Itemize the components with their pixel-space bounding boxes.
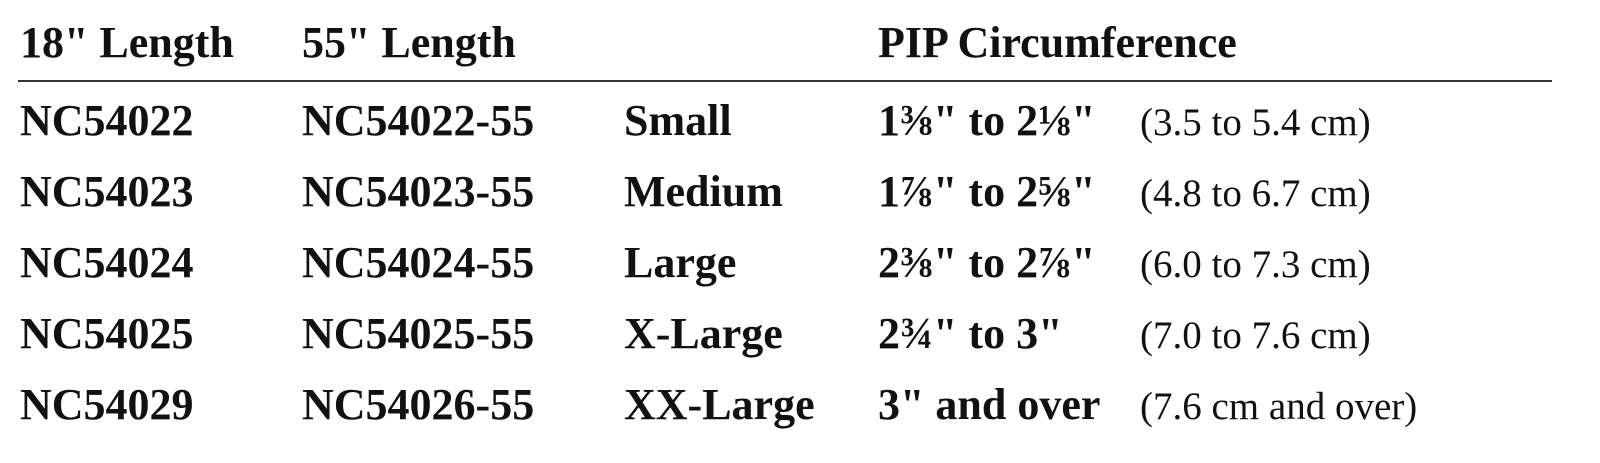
inch-range: 1⅞" to 2⅝" xyxy=(878,167,1096,216)
metric-range: (4.8 to 6.7 cm) xyxy=(1140,172,1371,215)
header-cell: 18" Length xyxy=(20,18,234,67)
table-cell: NC54023-55 xyxy=(302,167,535,216)
circumference-cell: 2⅜" to 2⅞" (6.0 to 7.3 cm) xyxy=(878,238,1371,290)
header-cell: PIP Circumference xyxy=(878,18,1237,67)
inch-range: 3" and over xyxy=(878,380,1101,429)
circumference-cell: 1⅞" to 2⅝" (4.8 to 6.7 cm) xyxy=(878,167,1371,219)
inch-range: 1⅜" to 2⅛" xyxy=(878,96,1096,145)
circumference-cell: 3" and over (7.6 cm and over) xyxy=(878,380,1417,432)
table-cell: XX-Large xyxy=(624,380,815,429)
table-cell: Small xyxy=(624,96,732,145)
table-cell: NC54025 xyxy=(20,309,194,358)
table-cell: NC54029 xyxy=(20,380,194,429)
header-rule xyxy=(18,80,1552,82)
table-cell: NC54025-55 xyxy=(302,309,535,358)
metric-range: (6.0 to 7.3 cm) xyxy=(1140,243,1371,286)
table-cell: NC54022-55 xyxy=(302,96,535,145)
table-cell: Medium xyxy=(624,167,783,216)
table-cell: NC54024 xyxy=(20,238,194,287)
table-cell: NC54026-55 xyxy=(302,380,535,429)
table-cell: NC54024-55 xyxy=(302,238,535,287)
table-cell: X-Large xyxy=(624,309,783,358)
circumference-cell: 1⅜" to 2⅛" (3.5 to 5.4 cm) xyxy=(878,96,1371,148)
table-cell: NC54023 xyxy=(20,167,194,216)
table-cell: NC54022 xyxy=(20,96,194,145)
circumference-cell: 2¾" to 3" (7.0 to 7.6 cm) xyxy=(878,309,1371,361)
inch-range: 2¾" to 3" xyxy=(878,309,1063,358)
metric-range: (3.5 to 5.4 cm) xyxy=(1140,101,1371,144)
metric-range: (7.6 cm and over) xyxy=(1140,385,1418,428)
header-cell: 55" Length xyxy=(302,18,516,67)
metric-range: (7.0 to 7.6 cm) xyxy=(1140,314,1371,357)
inch-range: 2⅜" to 2⅞" xyxy=(878,238,1096,287)
table-cell: Large xyxy=(624,238,737,287)
